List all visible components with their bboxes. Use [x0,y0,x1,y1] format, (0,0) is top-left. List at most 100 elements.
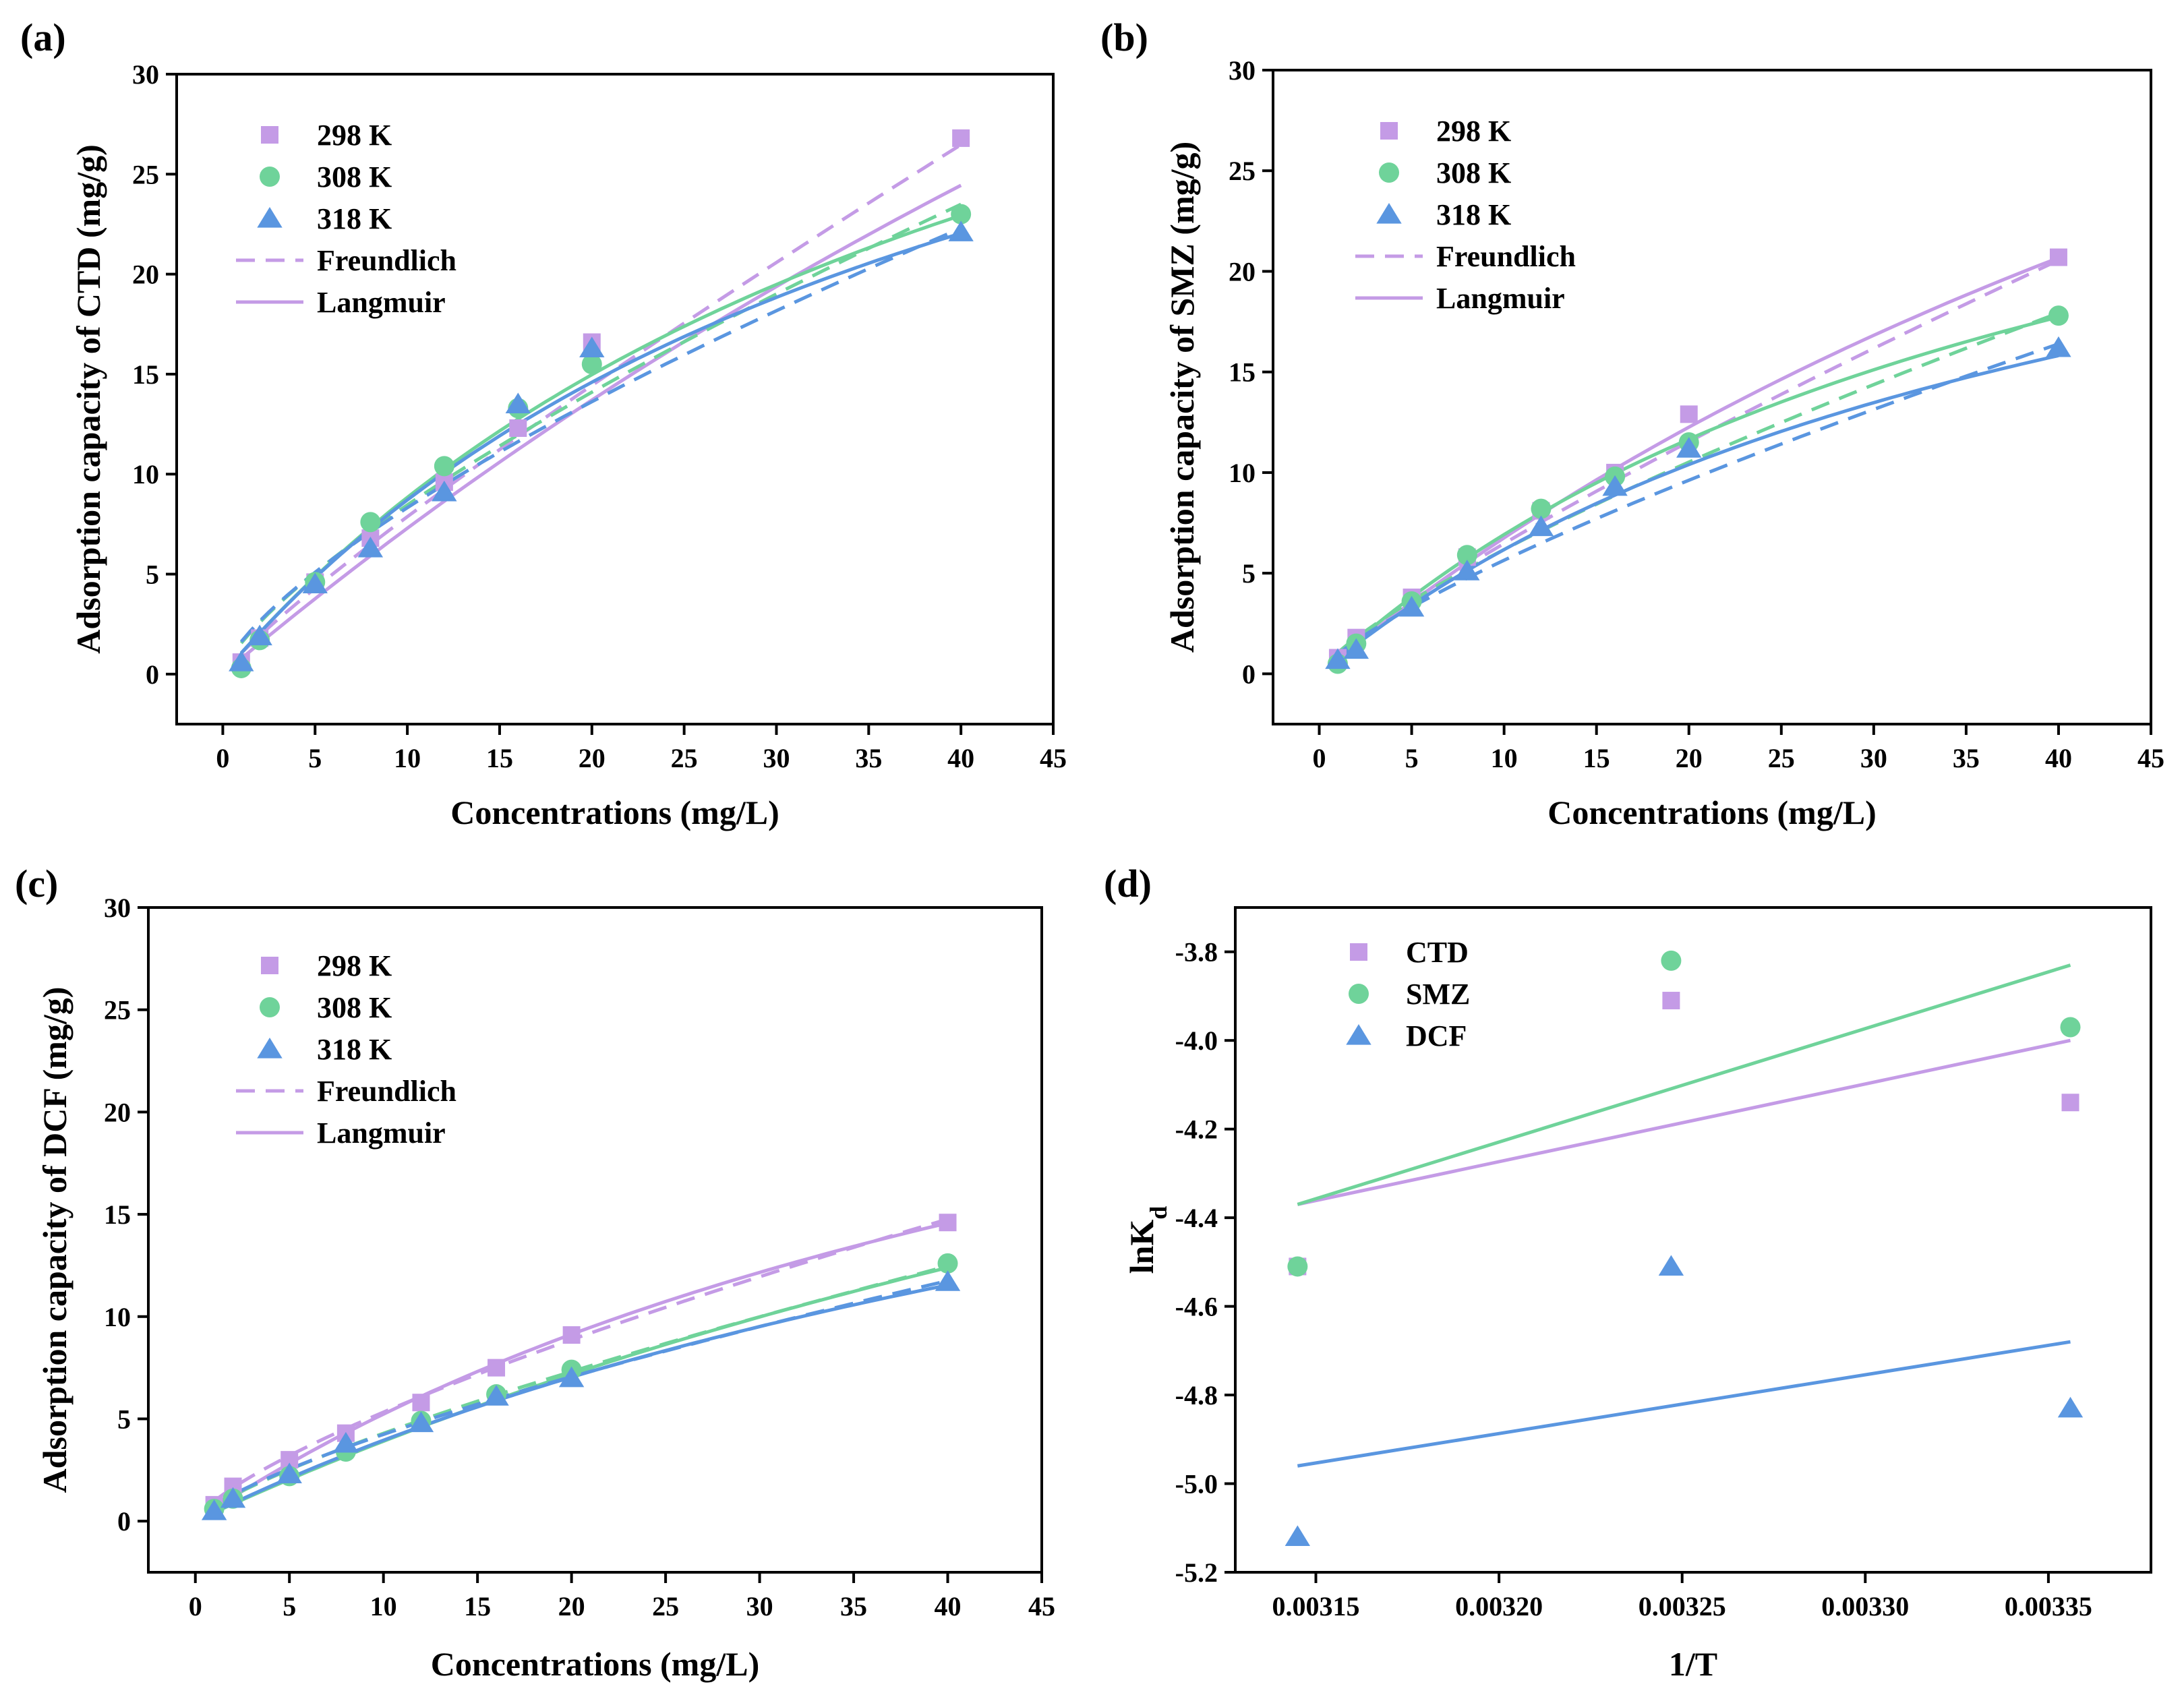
fit-curves [1336,256,2059,661]
data-point-308K [1531,498,1552,519]
legend-label: DCF [1406,1019,1467,1052]
y-tick-label: -4.6 [1175,1292,1218,1322]
legend-label: Freundlich [317,244,456,277]
legend-marker [1376,203,1402,224]
plot-frame [1272,69,2152,725]
data-points [229,129,974,678]
data-point-318K [505,392,531,414]
x-tick-label: 35 [855,743,882,773]
data-point-SMZ [1661,950,1682,971]
y-axis-title-subscript: d [1145,1206,1172,1220]
legend-label: 318 K [1436,198,1511,231]
legend-label: CTD [1406,936,1469,969]
y-tick-label: 15 [132,359,159,390]
x-tick-label: 25 [1768,743,1795,773]
langmuir-curve-318K [239,231,962,655]
data-point-298K [952,129,970,147]
langmuir-curve-298K [240,183,962,660]
y-tick-label: 30 [104,893,131,923]
y-tick-label: -5.2 [1175,1557,1218,1588]
data-point-DCF [1285,1525,1311,1547]
data-point-318K [1676,437,1702,458]
data-point-318K [558,1366,585,1388]
x-tick-label: 0 [189,1591,202,1621]
x-tick-label: 5 [308,743,322,773]
langmuir-curve-298K [213,1221,949,1511]
x-tick-label: 45 [1040,743,1067,773]
x-tick-label: 0.00335 [2005,1591,2092,1621]
x-tick-label: 0.00315 [1272,1591,1360,1621]
x-tick-label: 20 [1676,743,1703,773]
y-tick-label: 5 [117,1404,131,1434]
panel-c: (c) 0 5 10 15 20 25 30 35 40 45 0 5 10 15 20 25 30 Concent… [15,862,1055,1683]
x-tick-label: 45 [1028,1591,1055,1621]
y-tick-label: -4.8 [1175,1380,1218,1410]
y-tick-label: 10 [1229,458,1256,488]
data-point-318K [948,220,974,241]
legend-label: 298 K [317,949,392,982]
data-point-318K [357,536,384,558]
x-axis-title: 1/T [1669,1645,1717,1683]
legend-marker [1350,943,1367,961]
data-point-318K [1454,560,1480,580]
data-point-308K [581,354,602,375]
legend-marker [257,1038,283,1059]
legend-marker [260,167,280,187]
fit-line-DCF [1297,1340,2071,1468]
x-tick-label: 0 [216,743,229,773]
data-point-318K [579,336,605,357]
data-point-318K [276,1462,302,1483]
legend-marker [1380,122,1398,140]
panel-label: (b) [1100,16,1148,59]
data-point-SMZ [2060,1017,2081,1038]
langmuir-curve-318K [1336,353,2059,661]
legend-label: SMZ [1406,978,1470,1011]
legend-label: 308 K [317,991,392,1024]
data-points [1325,248,2071,674]
data-point-308K [937,1253,958,1274]
x-tick-label: 15 [464,1591,491,1621]
data-point-298K [1680,405,1698,423]
legend: 298 K 308 K 318 K Freundlich Langmuir [1355,115,1576,315]
y-tick-label: -5.0 [1175,1469,1218,1499]
legend-label: Langmuir [317,286,446,319]
panel-d: (d) 0.00315 0.00320 0.00325 0.00330 0.00335 -3… [1104,862,2152,1683]
freundlich-curve-308K [1336,311,2059,654]
x-tick-label: 30 [746,1591,773,1621]
y-axis-title: Adsorption capacity of DCF (mg/g) [36,987,73,1493]
x-tick-label: 0.00320 [1455,1591,1543,1621]
x-tick-label: 0.00330 [1821,1591,1909,1621]
data-point-298K [509,419,527,438]
data-point-318K [302,572,328,593]
data-point-318K [220,1487,246,1508]
data-point-318K [408,1411,434,1433]
data-point-SMZ [1287,1256,1308,1277]
legend-label: 318 K [317,1033,392,1066]
y-tick-label: -3.8 [1175,937,1218,967]
y-tick-label: 5 [1242,558,1256,589]
data-point-298K [939,1214,957,1232]
legend-marker [1379,162,1399,183]
x-tick-label: 0 [1313,743,1326,773]
y-tick-label: 30 [132,59,159,90]
y-tick-label: -4.2 [1175,1114,1218,1145]
x-axis-title: Concentrations (mg/L) [1547,794,1876,831]
x-tick-label: 20 [558,1591,585,1621]
freundlich-curve-318K [213,1279,949,1507]
freundlich-curve-298K [213,1217,949,1503]
x-tick-label: 30 [763,743,790,773]
y-tick-label: 25 [104,995,131,1025]
y-tick-label: 5 [146,560,159,590]
legend: 298 K 308 K 318 K Freundlich Langmuir [236,119,456,319]
y-tick-label: 0 [146,659,159,690]
x-tick-label: 10 [394,743,421,773]
data-point-318K [1343,638,1369,659]
x-tick-label: 15 [1583,743,1610,773]
fit-line-SMZ [1297,963,2071,1206]
legend-marker [261,957,278,974]
x-tick-label: 35 [840,1591,867,1621]
data-point-CTD [1662,992,1680,1010]
data-point-298K [562,1326,581,1344]
legend-label: Langmuir [1436,282,1565,315]
